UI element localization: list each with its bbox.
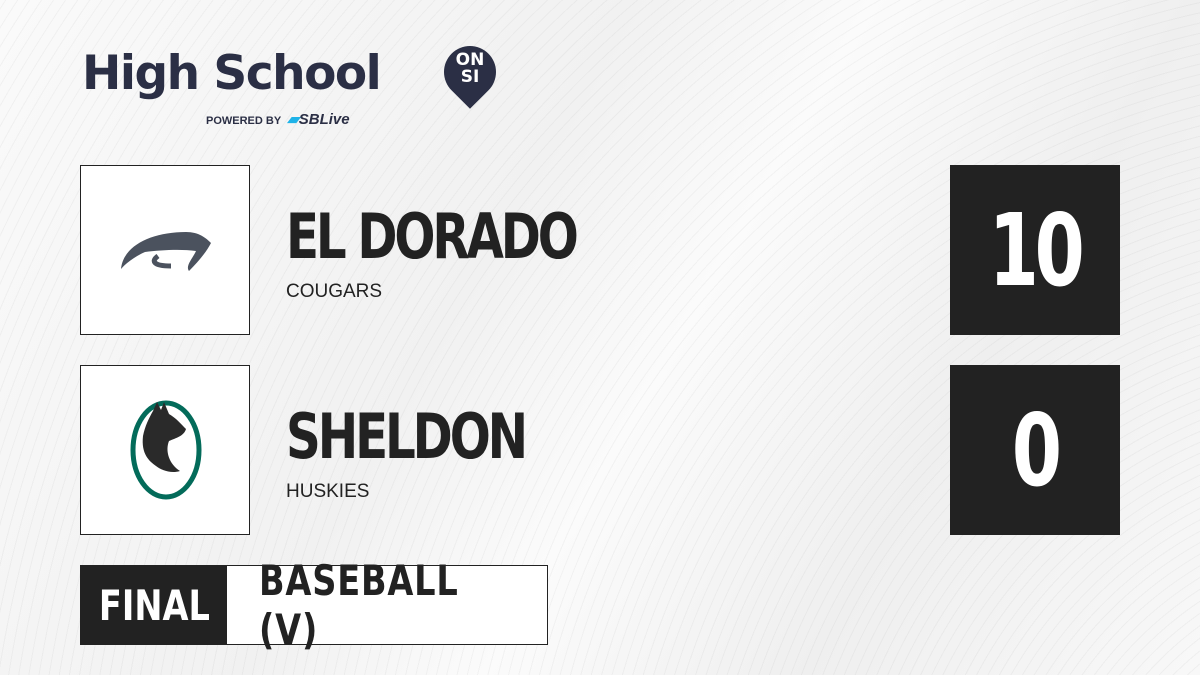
powered-by: POWERED BY ▰SBLive: [206, 111, 350, 128]
team-score: 0: [950, 365, 1120, 535]
team-mascot: HUSKIES: [286, 481, 370, 502]
team-name: SHELDON: [286, 400, 528, 473]
team-score: 10: [950, 165, 1120, 335]
cougar-logo-icon: [121, 232, 211, 271]
team-logo-sheldon: [80, 365, 250, 535]
game-status: FINAL: [81, 566, 227, 644]
on-si-badge: ON SI: [455, 50, 485, 87]
high-school-on-si-logo: High School ON SI POWERED BY ▰SBLive: [82, 35, 507, 128]
sport-label: BASEBALL (V): [259, 556, 459, 654]
team-logo-el-dorado: [80, 165, 250, 335]
game-status-bar: FINAL BASEBALL (V): [80, 556, 548, 654]
team-name: EL DORADO: [286, 200, 579, 273]
husky-logo-icon: [130, 400, 202, 500]
team-mascot: COUGARS: [286, 281, 383, 302]
brand-title: High School: [82, 46, 382, 101]
sblive-logo: ▰SBLive: [287, 111, 350, 128]
